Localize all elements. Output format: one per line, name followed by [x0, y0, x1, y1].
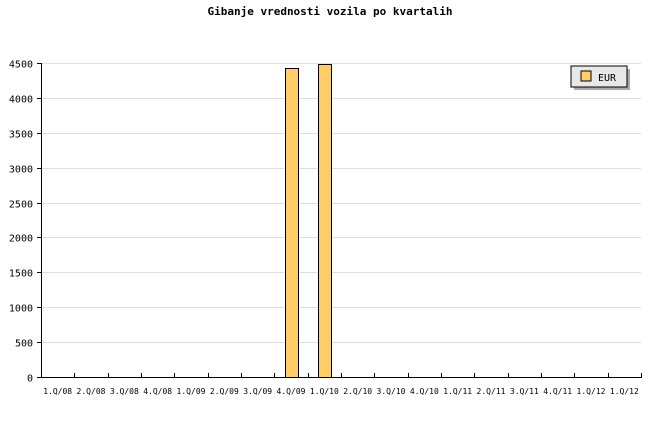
x-tick-label: 1.Q/12 [610, 387, 639, 396]
y-tick-label: 4000 [9, 95, 33, 106]
x-tick-label: 2.Q/11 [477, 387, 506, 396]
x-tick-label: 1.Q/11 [443, 387, 472, 396]
y-tick-label: 500 [15, 339, 33, 350]
x-tick-label: 4.Q/09 [277, 387, 306, 396]
legend: EUR [570, 65, 630, 90]
x-tick-label: 4.Q/10 [410, 387, 439, 396]
x-axis: 1.Q/08 2.Q/08 3.Q/08 4.Q/08 1.Q/09 2.Q/09 3.Q/… [41, 373, 642, 396]
chart-title: Gibanje vrednosti vozila po kvartalih [207, 5, 452, 18]
bar-1.Q/10 [318, 64, 332, 378]
legend-label: EUR [598, 73, 617, 84]
y-tick-label: 4500 [9, 60, 33, 71]
y-tick-label: 3500 [9, 130, 33, 141]
x-tick-label: 1.Q/08 [43, 387, 72, 396]
bar-4.Q/09 [285, 68, 299, 378]
x-tick-label: 4.Q/08 [143, 387, 172, 396]
x-tick-label: 3.Q/11 [510, 387, 539, 396]
gridlines [41, 63, 641, 343]
x-tick-label: 2.Q/08 [77, 387, 106, 396]
y-tick-label: 0 [27, 374, 33, 385]
x-tick-label: 4.Q/11 [543, 387, 572, 396]
y-tick-label: 3000 [9, 165, 33, 176]
x-tick-label: 2.Q/10 [343, 387, 372, 396]
y-tick-label: 2000 [9, 234, 33, 245]
y-axis: 0 500 1000 1500 2000 2500 3000 3500 4000 4500 [9, 60, 42, 385]
legend-swatch [580, 70, 592, 82]
x-tick-label: 1.Q/12 [577, 387, 606, 396]
y-tick-label: 2500 [9, 200, 33, 211]
x-tick-label: 1.Q/10 [310, 387, 339, 396]
x-tick-label: 3.Q/10 [377, 387, 406, 396]
x-tick-label: 3.Q/09 [243, 387, 272, 396]
x-tick-label: 2.Q/09 [210, 387, 239, 396]
y-tick-label: 1000 [9, 304, 33, 315]
x-tick-label: 3.Q/08 [110, 387, 139, 396]
bars [285, 64, 332, 378]
x-tick-label: 1.Q/09 [177, 387, 206, 396]
y-tick-label: 1500 [9, 269, 33, 280]
